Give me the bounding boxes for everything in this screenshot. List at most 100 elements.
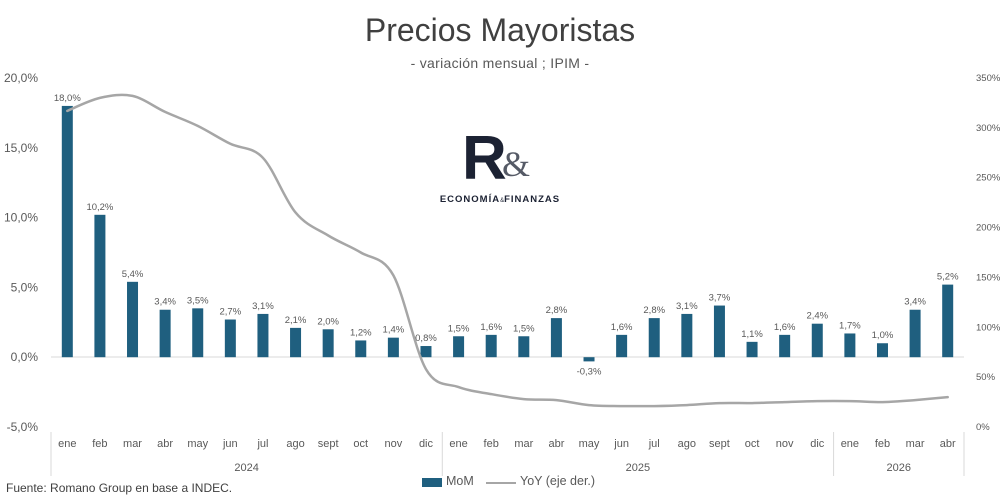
x-category-label: sept [709, 438, 730, 450]
y-left-tick-label: 5,0% [11, 280, 39, 294]
y-right-tick-label: 150% [976, 272, 1000, 283]
bar-data-label: 3,1% [676, 301, 698, 312]
legend-swatch-yoy [486, 482, 516, 484]
x-category-label: abr [548, 438, 564, 450]
bar-data-label: 10,2% [86, 202, 113, 213]
x-category-label: oct [353, 438, 368, 450]
chart-bar [779, 334, 791, 358]
x-category-label: dic [419, 438, 434, 450]
chart-bar [322, 329, 334, 358]
bar-data-label: 5,2% [937, 272, 959, 283]
x-category-label: jul [256, 438, 268, 450]
y-right-tick-label: 350% [976, 73, 1000, 84]
chart-subtitle: - variación mensual ; IPIM - [410, 55, 590, 71]
x-year-label: 2024 [234, 462, 258, 474]
chart-bar [550, 318, 562, 358]
x-category-label: abr [940, 438, 956, 450]
x-category-label: nov [385, 438, 403, 450]
legend-label-yoy: YoY (eje der.) [520, 474, 596, 488]
bar-data-label: 5,4% [122, 269, 144, 280]
bar-data-label: 1,0% [872, 330, 894, 341]
x-category-label: may [187, 438, 208, 450]
chart-bar [224, 319, 236, 358]
x-category-label: mar [906, 438, 925, 450]
bar-data-label: 1,6% [611, 322, 633, 333]
chart-bar [420, 346, 432, 358]
y-left-tick-label: 20,0% [4, 71, 38, 85]
x-category-label: ene [58, 438, 76, 450]
chart-bar [844, 333, 856, 358]
chart-bar [583, 357, 595, 362]
bar-data-label: 1,6% [480, 322, 502, 333]
logo-text-amp: & [500, 198, 505, 204]
x-category-label: jul [648, 438, 660, 450]
bar-data-label: 2,1% [285, 315, 307, 326]
bar-data-label: 18,0% [54, 93, 81, 104]
bar-data-label: 3,4% [904, 297, 926, 308]
x-category-label: ago [678, 438, 696, 450]
x-category-label: feb [875, 438, 890, 450]
y-right-tick-label: 300% [976, 123, 1000, 134]
x-category-label: abr [157, 438, 173, 450]
bar-data-label: 2,7% [220, 307, 242, 318]
x-year-label: 2026 [887, 462, 911, 474]
chart-bar [681, 313, 693, 358]
bar-data-label: 0,8% [415, 333, 437, 344]
chart-bar [453, 336, 465, 358]
bar-data-label: 2,4% [806, 311, 828, 322]
logo-text-a: ECONOMÍA [439, 194, 501, 205]
y-right-tick-label: 200% [976, 223, 1000, 234]
chart-bar [61, 105, 73, 358]
bar-data-label: 3,4% [154, 297, 176, 308]
yoy-line [66, 93, 949, 408]
bar-data-label: 3,1% [252, 301, 274, 312]
bar-data-label: 1,2% [350, 327, 372, 338]
x-category-label: feb [92, 438, 107, 450]
chart-bar [648, 318, 660, 358]
chart-bar [257, 313, 269, 358]
bar-data-label: 2,8% [643, 305, 665, 316]
x-category-label: oct [745, 438, 760, 450]
chart-bar [518, 336, 530, 358]
chart-bar [94, 214, 106, 358]
chart-bar [290, 327, 302, 358]
chart-bar [387, 337, 399, 358]
x-category-label: ago [286, 438, 304, 450]
bar-data-label: 1,5% [448, 323, 470, 334]
chart-bar [811, 323, 823, 358]
y-left-tick-label: 0,0% [11, 350, 39, 364]
chart-title: Precios Mayoristas [364, 12, 636, 48]
logo-text: ECONOMÍA&FINANZAS [430, 194, 570, 205]
chart-bar [485, 334, 497, 358]
chart-bar [713, 305, 725, 358]
chart-bar [909, 309, 921, 358]
y-right-tick-label: 50% [976, 372, 996, 383]
bar-data-label: 1,1% [741, 329, 763, 340]
bar-data-label: 2,0% [317, 316, 339, 327]
brand-logo: R & ECONOMÍA&FINANZAS [430, 128, 570, 218]
x-category-label: jun [613, 438, 629, 450]
bar-data-label: 2,8% [546, 305, 568, 316]
chart-bar [942, 284, 954, 358]
y-left-tick-label: 10,0% [4, 211, 38, 225]
y-right-tick-label: 100% [976, 322, 1000, 333]
legend-swatch-mom [422, 478, 442, 487]
x-category-label: ene [841, 438, 859, 450]
bar-data-label: 1,4% [383, 325, 405, 336]
chart-bar [616, 334, 628, 358]
chart-bar [355, 340, 367, 358]
x-year-label: 2025 [626, 462, 650, 474]
bar-data-label: 1,6% [774, 322, 796, 333]
x-category-label: sept [318, 438, 339, 450]
bar-data-label: 3,7% [709, 293, 731, 304]
x-category-label: dic [810, 438, 825, 450]
bar-data-label: 3,5% [187, 295, 209, 306]
x-category-label: jun [222, 438, 238, 450]
logo-ampersand: & [502, 144, 531, 184]
legend-label-mom: MoM [446, 474, 474, 488]
x-category-label: feb [484, 438, 499, 450]
y-right-tick-label: 0% [976, 422, 990, 433]
bar-data-label: -0,3% [577, 366, 602, 377]
x-category-label: may [579, 438, 600, 450]
